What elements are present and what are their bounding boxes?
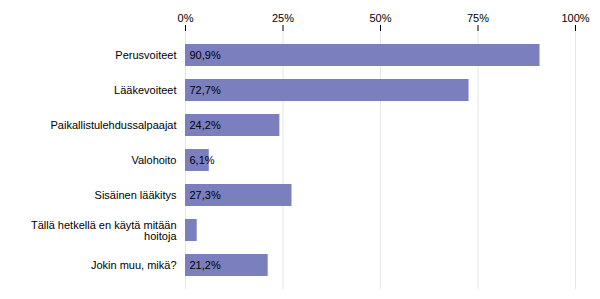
svg-text:24,2%: 24,2% <box>190 119 221 131</box>
svg-text:50%: 50% <box>369 12 391 24</box>
svg-text:75%: 75% <box>467 12 489 24</box>
svg-text:21,2%: 21,2% <box>190 259 221 271</box>
svg-text:27,3%: 27,3% <box>190 189 221 201</box>
svg-text:0%: 0% <box>178 12 194 24</box>
svg-text:Sisäinen lääkitys: Sisäinen lääkitys <box>95 189 177 201</box>
svg-text:25%: 25% <box>272 12 294 24</box>
svg-text:Perusvoiteet: Perusvoiteet <box>115 49 176 61</box>
svg-text:Tällä hetkellä en käytä mitään: Tällä hetkellä en käytä mitäänhoitoja <box>31 219 177 242</box>
svg-text:6,1%: 6,1% <box>190 154 215 166</box>
svg-text:100%: 100% <box>561 12 589 24</box>
svg-text:Paikallistulehdussalpaajat: Paikallistulehdussalpaajat <box>51 119 177 131</box>
svg-text:Jokin muu, mikä?: Jokin muu, mikä? <box>91 259 177 271</box>
svg-text:Valohoito: Valohoito <box>131 154 176 166</box>
svg-text:Lääkevoiteet: Lääkevoiteet <box>114 84 176 96</box>
svg-text:90,9%: 90,9% <box>190 49 221 61</box>
svg-text:72,7%: 72,7% <box>190 84 221 96</box>
